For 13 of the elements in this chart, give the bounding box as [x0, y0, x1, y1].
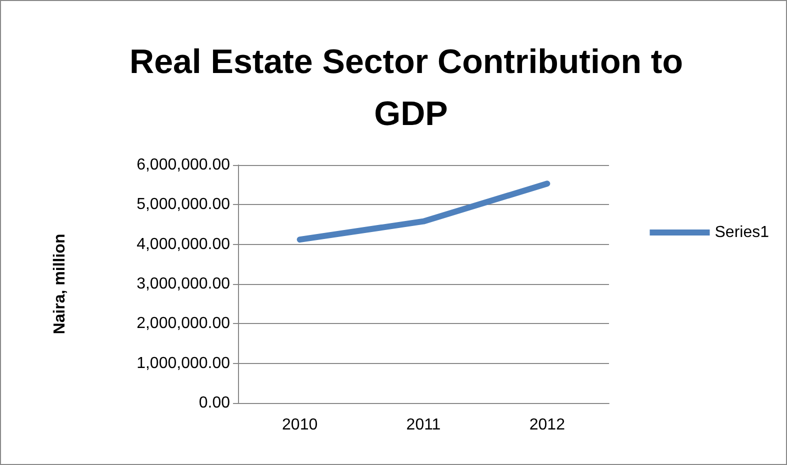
chart-title: Real Estate Sector Contribution to GDP [130, 43, 692, 133]
y-tick-label: 0.00 [198, 394, 230, 412]
y-axis-title: Naira, million [52, 234, 68, 334]
y-tick-label: 2,000,000.00 [136, 315, 230, 332]
y-tick-label: 4,000,000.00 [136, 236, 230, 253]
y-tick-label: 1,000,000.00 [136, 354, 230, 372]
y-tick-label: 5,000,000.00 [136, 196, 230, 214]
x-tick-label: 2012 [529, 416, 566, 434]
legend-label: Series1 [714, 224, 770, 241]
y-tick-label: 6,000,000.00 [136, 156, 230, 174]
x-tick-label: 2011 [406, 416, 441, 434]
y-tick-label: 3,000,000.00 [136, 276, 230, 292]
x-tick-label: 2010 [282, 416, 318, 434]
